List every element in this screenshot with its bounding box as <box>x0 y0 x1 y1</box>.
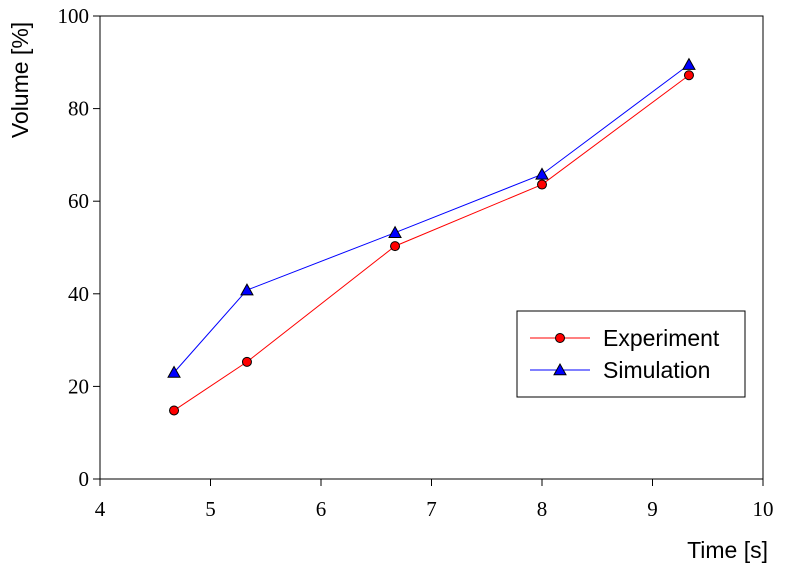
x-tick-label: 9 <box>647 497 658 521</box>
data-point <box>241 356 252 367</box>
data-point <box>169 405 180 416</box>
y-axis: 0 20 40 60 80 100 <box>58 4 100 491</box>
x-axis-title: Time [s] <box>687 537 768 563</box>
x-tick-label: 6 <box>316 497 327 521</box>
x-tick-label: 10 <box>753 497 774 521</box>
legend-entry: Experiment <box>530 325 720 351</box>
x-tick-label: 8 <box>537 497 548 521</box>
x-tick-label: 5 <box>205 497 216 521</box>
legend-marker <box>555 333 565 343</box>
legend-marker <box>553 362 567 376</box>
series-layer <box>167 57 696 416</box>
y-tick-label: 20 <box>68 374 89 398</box>
y-tick-label: 80 <box>68 97 89 121</box>
data-point <box>390 241 401 252</box>
y-tick-label: 100 <box>58 4 90 28</box>
legend-label: Simulation <box>603 357 710 383</box>
legend-entry: Simulation <box>530 357 710 383</box>
data-point <box>535 167 549 180</box>
x-tick-label: 4 <box>95 497 106 521</box>
data-point <box>537 179 547 190</box>
data-point <box>240 283 254 296</box>
legend-box <box>516 310 746 398</box>
series-simulation <box>167 57 696 378</box>
y-tick-label: 0 <box>79 467 90 491</box>
data-point <box>167 365 181 378</box>
data-point <box>683 70 694 81</box>
y-tick-label: 60 <box>68 189 89 213</box>
legend: Experiment Simulation <box>516 310 746 398</box>
y-tick-label: 40 <box>68 282 89 306</box>
x-tick-label: 7 <box>426 497 437 521</box>
series-experiment <box>169 70 694 416</box>
x-axis: 4 5 6 7 8 9 10 <box>95 479 774 521</box>
plot-frame <box>99 15 764 480</box>
data-point <box>388 225 402 238</box>
legend-label: Experiment <box>603 325 720 351</box>
y-axis-title: Volume [%] <box>7 22 33 138</box>
data-point <box>682 57 696 70</box>
